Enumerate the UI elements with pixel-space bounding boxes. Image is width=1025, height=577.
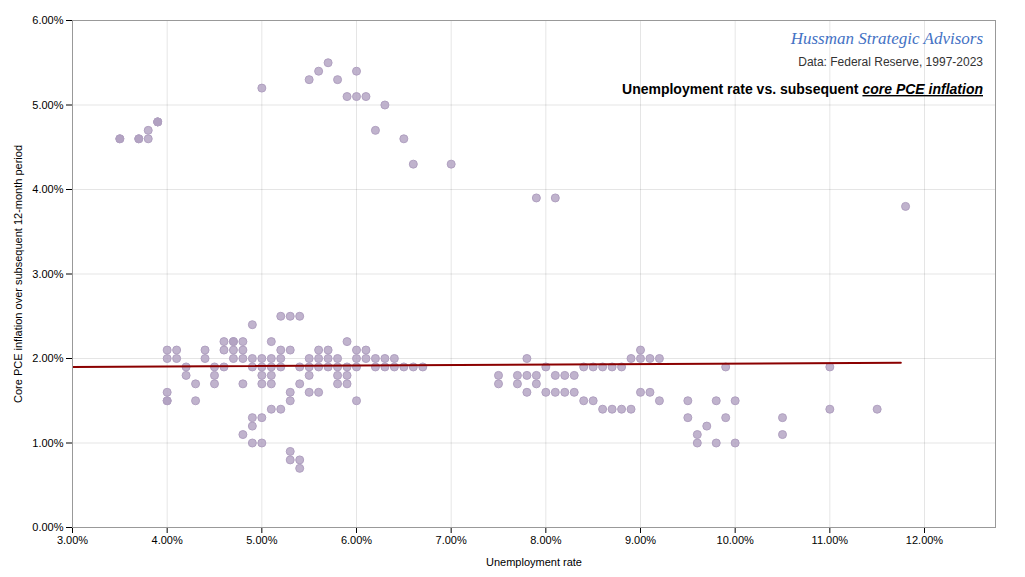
svg-text:1.00%: 1.00% — [32, 437, 63, 449]
svg-text:2.00%: 2.00% — [32, 352, 63, 364]
svg-text:12.00%: 12.00% — [906, 534, 944, 546]
svg-text:10.00%: 10.00% — [717, 534, 755, 546]
svg-text:Hussman Strategic Advisors: Hussman Strategic Advisors — [790, 29, 984, 48]
svg-text:6.00%: 6.00% — [341, 534, 372, 546]
svg-text:11.00%: 11.00% — [812, 534, 849, 546]
svg-text:5.00%: 5.00% — [246, 534, 277, 546]
svg-text:8.00%: 8.00% — [530, 534, 561, 546]
svg-text:5.00%: 5.00% — [32, 99, 63, 111]
svg-text:4.00%: 4.00% — [152, 534, 183, 546]
svg-text:4.00%: 4.00% — [32, 183, 63, 195]
svg-text:7.00%: 7.00% — [436, 534, 467, 546]
svg-text:Unemployment rate vs. subseque: Unemployment rate vs. subsequent core PC… — [622, 81, 983, 97]
svg-text:3.00%: 3.00% — [57, 534, 88, 546]
svg-text:Unemployment rate: Unemployment rate — [486, 556, 582, 568]
svg-text:Core PCE inflation over subseq: Core PCE inflation over subsequent 12-mo… — [12, 145, 24, 403]
svg-text:Data: Federal Reserve, 1997-20: Data: Federal Reserve, 1997-2023 — [798, 55, 983, 69]
svg-text:9.00%: 9.00% — [625, 534, 656, 546]
svg-text:3.00%: 3.00% — [32, 268, 63, 280]
svg-text:6.00%: 6.00% — [32, 14, 63, 26]
svg-text:0.00%: 0.00% — [32, 521, 63, 533]
